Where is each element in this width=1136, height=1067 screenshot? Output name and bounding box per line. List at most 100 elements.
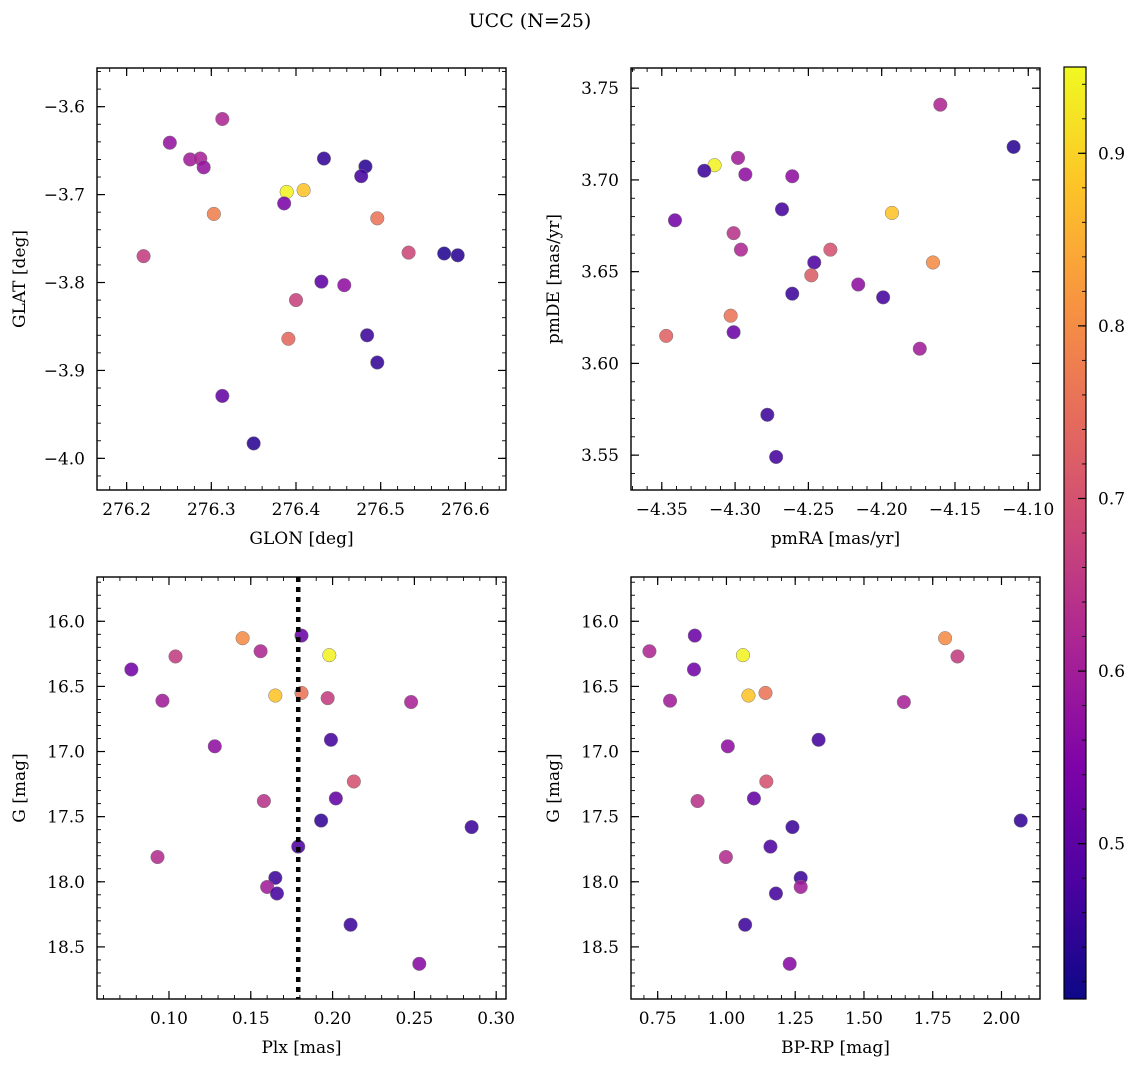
scatter-point <box>337 278 352 293</box>
scatter-point <box>260 879 275 895</box>
panel-p2: −4.35 −4.30 −4.25 −4.20 −4.15 −4.10 3.55 3.60 3.… <box>544 67 1054 549</box>
y-tick-label: 3.60 <box>581 354 619 374</box>
x-tick-label: 0.20 <box>314 1009 352 1029</box>
scatter-point <box>269 886 285 901</box>
scatter-point <box>667 213 683 228</box>
scatter-point <box>735 648 750 663</box>
x-tick-label: 1.25 <box>776 1009 814 1029</box>
y-tick-label: 3.75 <box>581 79 619 99</box>
y-tick-label: −3.7 <box>44 186 85 206</box>
scatter-point <box>718 849 733 865</box>
x-tick-label: 0.10 <box>150 1009 188 1029</box>
scatter-point <box>793 879 808 895</box>
x-tick-label: 2.00 <box>983 1009 1021 1029</box>
scatter-point <box>412 956 427 971</box>
scatter-point <box>723 308 738 323</box>
y-tick-label: 16.5 <box>47 677 85 697</box>
scatter-point <box>785 820 800 835</box>
scatter-point <box>354 169 369 184</box>
y-tick-label: 16.0 <box>581 612 619 632</box>
panel-p1: 276.2 276.3 276.4 276.5 276.6 −3.6 −3.7 −3.8 −3.… <box>10 67 507 549</box>
scatter-point <box>925 255 941 270</box>
y-tick-label: 16.5 <box>581 677 619 697</box>
x-tick-label: 1.00 <box>708 1009 746 1029</box>
scatter-point <box>738 167 753 182</box>
colorbar-tick-label: 0.5 <box>1098 835 1125 855</box>
scatter-point <box>851 277 866 292</box>
scatter-point <box>823 242 838 257</box>
scatter-point <box>464 820 479 835</box>
scatter-point <box>804 268 819 283</box>
x-axis-label: BP-RP [mag] <box>781 1038 890 1058</box>
panels: 276.2 276.3 276.4 276.5 276.6 −3.6 −3.7 −3.8 −3.… <box>10 67 1054 1058</box>
scatter-point <box>346 774 361 789</box>
scatter-point <box>884 205 899 220</box>
scatter-point <box>938 631 953 646</box>
figure-title: UCC (N=25) <box>469 10 592 32</box>
plot-frame <box>630 67 1041 491</box>
scatter-point <box>162 135 177 150</box>
scatter-point <box>759 774 774 789</box>
plot-frame <box>630 576 1041 1000</box>
scatter-point <box>206 206 221 221</box>
scatter-point <box>697 163 712 178</box>
y-axis-label: GLAT [deg] <box>10 230 30 328</box>
scatter-point <box>726 325 741 340</box>
scatter-point <box>328 791 343 806</box>
scatter-point <box>207 739 222 754</box>
scatter-point <box>876 290 891 305</box>
scatter-point <box>746 791 761 806</box>
scatter-point <box>768 886 784 901</box>
plot-frame <box>96 576 507 1000</box>
x-axis-label: pmRA [mas/yr] <box>771 529 900 549</box>
scatter-point <box>314 813 329 828</box>
scatter-point <box>235 631 250 646</box>
scatter-point <box>136 249 151 264</box>
scatter-point <box>401 245 416 260</box>
scatter-point <box>726 226 741 241</box>
scatter-point <box>738 917 753 932</box>
scatter-point <box>912 341 927 356</box>
scatter-point <box>437 246 452 261</box>
scatter-point <box>1013 813 1028 828</box>
scatter-point <box>659 328 674 343</box>
x-tick-label: −4.35 <box>636 500 688 520</box>
scatter-point <box>450 248 465 263</box>
scatter-point <box>763 839 778 854</box>
scatter-point <box>687 628 702 643</box>
scatter-point <box>124 662 139 677</box>
scatter-point <box>1006 139 1021 154</box>
y-tick-label: 3.65 <box>581 263 619 283</box>
scatter-point <box>760 407 775 422</box>
scatter-point <box>323 732 338 747</box>
x-tick-label: 276.6 <box>441 500 490 520</box>
colorbar-tick-label: 0.8 <box>1098 317 1125 337</box>
scatter-point <box>663 693 678 708</box>
scatter-point <box>246 436 261 451</box>
x-tick-label: −4.15 <box>929 500 981 520</box>
x-tick-label: 1.75 <box>914 1009 952 1029</box>
x-tick-label: 0.25 <box>395 1009 433 1029</box>
scatter-point <box>196 160 211 175</box>
x-tick-label: −4.10 <box>1002 500 1054 520</box>
y-tick-label: 18.5 <box>581 938 619 958</box>
scatter-point <box>320 691 335 706</box>
y-tick-label: −3.6 <box>44 98 85 118</box>
y-tick-label: −3.8 <box>44 274 85 294</box>
scatter-point <box>253 644 268 659</box>
scatter-point <box>758 685 773 700</box>
scatter-point <box>720 739 735 754</box>
scatter-point <box>281 331 296 346</box>
scatter-point <box>741 688 756 703</box>
scatter-point <box>933 97 948 112</box>
scatter-point <box>268 870 283 885</box>
scatter-point <box>168 649 183 664</box>
scatter-point <box>690 793 705 809</box>
scatter-point <box>950 649 965 664</box>
x-tick-label: −4.30 <box>709 500 761 520</box>
scatter-point <box>896 694 911 710</box>
panel-p3: 0.10 0.15 0.20 0.25 0.30 16.0 16.5 17.0 17.5 18.0… <box>10 576 515 1058</box>
scatter-point <box>774 202 790 217</box>
y-tick-label: −3.9 <box>44 361 85 381</box>
